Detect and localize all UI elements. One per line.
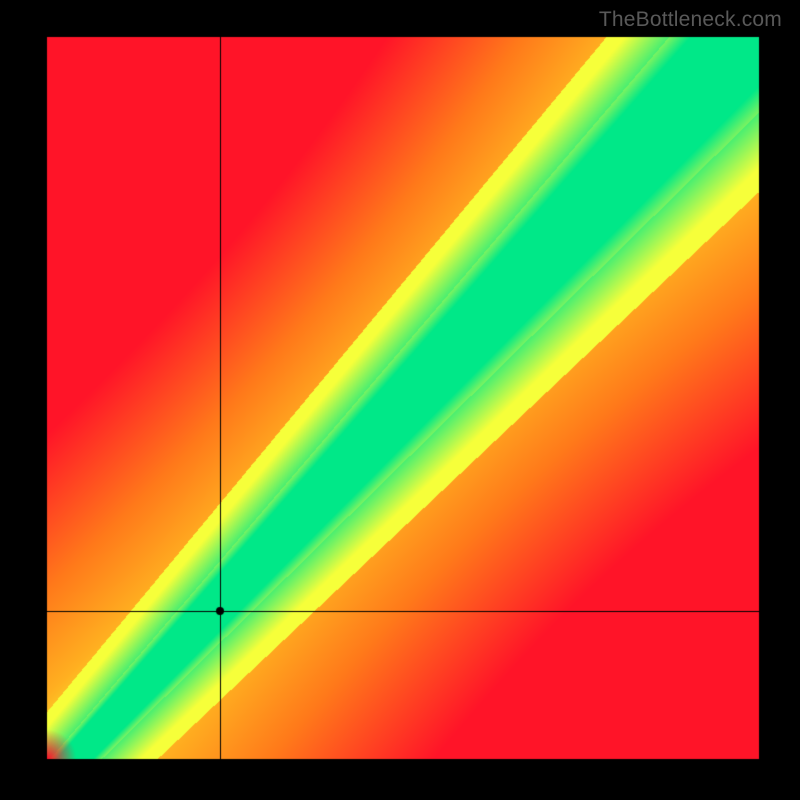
watermark-text: TheBottleneck.com <box>599 8 782 32</box>
bottleneck-heatmap <box>0 0 800 800</box>
chart-container: TheBottleneck.com <box>0 0 800 800</box>
